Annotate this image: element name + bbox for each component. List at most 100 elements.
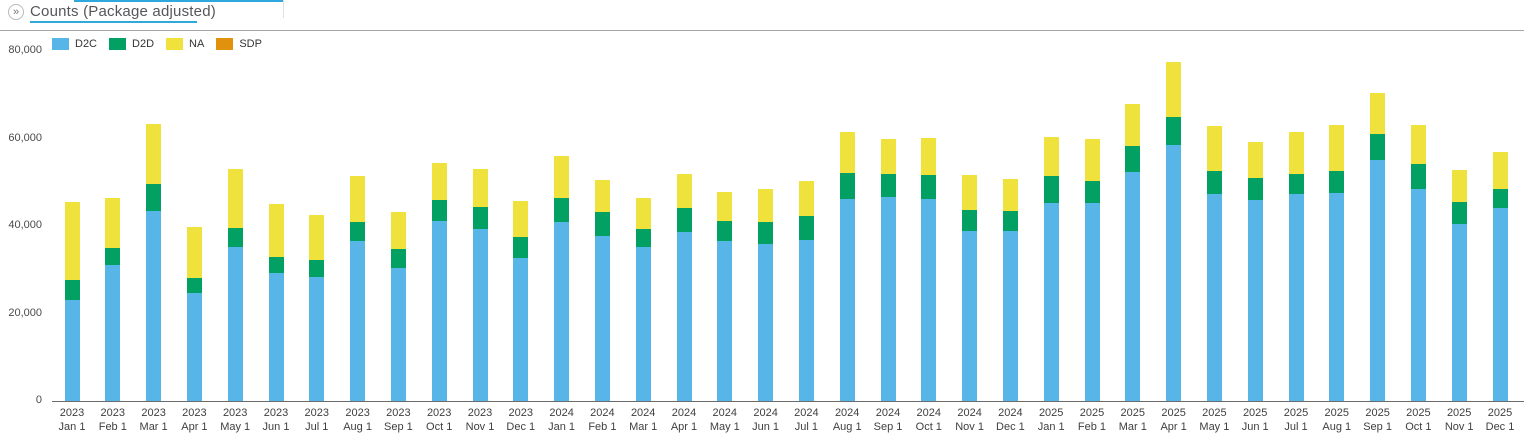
bar-segment-na-2025-nov1[interactable] <box>1451 170 1467 202</box>
bar-segment-na-2024-oct1[interactable] <box>921 138 937 175</box>
bar-segment-d2c-2023-sep1[interactable] <box>390 268 406 401</box>
bar-segment-d2d-2025-aug1[interactable] <box>1329 171 1345 193</box>
bar-segment-na-2023-mar1[interactable] <box>146 124 162 184</box>
bar-segment-d2c-2024-mar1[interactable] <box>635 247 651 401</box>
bar-segment-d2d-2025-jan1[interactable] <box>1043 176 1059 203</box>
bar-segment-d2d-2024-aug1[interactable] <box>839 173 855 199</box>
bar-segment-d2d-2025-feb1[interactable] <box>1084 180 1100 204</box>
bar-segment-na-2025-oct1[interactable] <box>1410 124 1426 165</box>
bar-segment-na-2023-aug1[interactable] <box>350 175 366 222</box>
bar-segment-d2c-2025-feb1[interactable] <box>1084 203 1100 401</box>
bar-segment-d2d-2024-oct1[interactable] <box>921 174 937 199</box>
bar-segment-d2c-2025-dec1[interactable] <box>1492 208 1508 401</box>
bar-segment-d2c-2025-sep1[interactable] <box>1370 160 1386 401</box>
bar-segment-d2c-2025-oct1[interactable] <box>1410 189 1426 401</box>
bar-segment-d2d-2023-dec1[interactable] <box>513 236 529 258</box>
bar-segment-d2c-2025-nov1[interactable] <box>1451 223 1467 401</box>
bar-segment-d2c-2023-jun1[interactable] <box>268 273 284 401</box>
bar-segment-na-2023-sep1[interactable] <box>390 212 406 250</box>
legend-item-sdp[interactable]: SDP <box>216 38 262 50</box>
bar-segment-d2d-2024-jan1[interactable] <box>554 198 570 223</box>
bar-segment-d2d-2023-sep1[interactable] <box>390 249 406 269</box>
bar-segment-na-2025-jan1[interactable] <box>1043 136 1059 177</box>
bar-segment-na-2023-jul1[interactable] <box>309 214 325 261</box>
bar-segment-d2c-2024-feb1[interactable] <box>594 235 610 401</box>
bar-segment-d2d-2023-feb1[interactable] <box>105 248 121 266</box>
bar-segment-na-2025-jul1[interactable] <box>1288 132 1304 174</box>
bar-segment-d2d-2024-may1[interactable] <box>717 221 733 241</box>
bar-segment-d2c-2024-aug1[interactable] <box>839 198 855 401</box>
bar-segment-d2c-2025-mar1[interactable] <box>1125 172 1141 401</box>
bar-segment-na-2024-may1[interactable] <box>717 191 733 222</box>
bar-segment-na-2025-dec1[interactable] <box>1492 151 1508 190</box>
bar-segment-d2c-2023-may1[interactable] <box>227 247 243 401</box>
bar-segment-d2d-2025-oct1[interactable] <box>1410 164 1426 190</box>
bar-segment-na-2025-may1[interactable] <box>1206 126 1222 172</box>
bar-segment-d2c-2023-mar1[interactable] <box>146 211 162 401</box>
bar-segment-d2c-2024-jul1[interactable] <box>798 240 814 401</box>
bar-segment-d2c-2024-apr1[interactable] <box>676 232 692 401</box>
bar-segment-na-2024-sep1[interactable] <box>880 138 896 174</box>
bar-segment-d2c-2023-feb1[interactable] <box>105 265 121 401</box>
bar-segment-na-2025-jun1[interactable] <box>1247 142 1263 178</box>
bar-segment-na-2023-jun1[interactable] <box>268 204 284 257</box>
bar-segment-d2c-2025-jun1[interactable] <box>1247 199 1263 401</box>
bar-segment-d2d-2023-apr1[interactable] <box>186 277 202 293</box>
bar-segment-na-2025-sep1[interactable] <box>1370 93 1386 134</box>
bar-segment-na-2023-nov1[interactable] <box>472 168 488 208</box>
bar-segment-na-2024-feb1[interactable] <box>594 180 610 212</box>
bar-segment-d2d-2023-jul1[interactable] <box>309 260 325 277</box>
bar-segment-d2c-2025-jan1[interactable] <box>1043 202 1059 401</box>
bar-segment-d2c-2025-aug1[interactable] <box>1329 192 1345 401</box>
bar-segment-d2c-2023-oct1[interactable] <box>431 220 447 401</box>
bar-segment-na-2024-aug1[interactable] <box>839 131 855 174</box>
bar-segment-na-2023-jan1[interactable] <box>64 201 80 280</box>
bar-segment-d2d-2024-nov1[interactable] <box>962 209 978 232</box>
page-title[interactable]: Counts (Package adjusted) <box>30 3 216 20</box>
bar-segment-na-2023-dec1[interactable] <box>513 200 529 237</box>
bar-segment-d2d-2025-mar1[interactable] <box>1125 145 1141 173</box>
bar-segment-na-2023-apr1[interactable] <box>186 227 202 278</box>
bar-segment-d2c-2024-may1[interactable] <box>717 240 733 401</box>
bar-segment-d2c-2024-sep1[interactable] <box>880 197 896 401</box>
bar-segment-d2d-2025-jul1[interactable] <box>1288 173 1304 194</box>
legend-item-na[interactable]: NA <box>166 38 204 50</box>
bar-segment-d2c-2025-jul1[interactable] <box>1288 193 1304 401</box>
bar-segment-d2d-2025-apr1[interactable] <box>1166 116 1182 145</box>
bar-segment-na-2024-apr1[interactable] <box>676 174 692 209</box>
bar-segment-na-2024-mar1[interactable] <box>635 198 651 229</box>
bar-segment-d2d-2023-may1[interactable] <box>227 228 243 247</box>
bar-segment-d2d-2024-sep1[interactable] <box>880 173 896 198</box>
bar-segment-d2c-2025-may1[interactable] <box>1206 193 1222 401</box>
legend-item-d2c[interactable]: D2C <box>52 38 97 50</box>
bar-segment-d2d-2024-dec1[interactable] <box>1002 210 1018 232</box>
bar-segment-d2d-2023-aug1[interactable] <box>350 221 366 241</box>
bar-segment-d2d-2025-sep1[interactable] <box>1370 133 1386 161</box>
bar-segment-na-2025-mar1[interactable] <box>1125 103 1141 146</box>
bar-segment-d2d-2024-mar1[interactable] <box>635 228 651 248</box>
bar-segment-d2d-2023-jun1[interactable] <box>268 256 284 274</box>
bar-segment-d2d-2023-oct1[interactable] <box>431 199 447 221</box>
bar-segment-d2c-2024-jun1[interactable] <box>758 244 774 401</box>
bar-segment-d2d-2024-feb1[interactable] <box>594 212 610 236</box>
bar-segment-d2d-2025-jun1[interactable] <box>1247 177 1263 200</box>
bar-segment-d2d-2025-nov1[interactable] <box>1451 201 1467 224</box>
bar-segment-na-2025-aug1[interactable] <box>1329 124 1345 172</box>
bar-segment-d2d-2023-jan1[interactable] <box>64 279 80 301</box>
bar-segment-na-2024-nov1[interactable] <box>962 174 978 210</box>
legend-item-d2d[interactable]: D2D <box>109 38 154 50</box>
bar-segment-na-2023-may1[interactable] <box>227 169 243 229</box>
bar-segment-na-2024-dec1[interactable] <box>1002 178 1018 211</box>
bar-segment-d2c-2025-apr1[interactable] <box>1166 144 1182 401</box>
bar-segment-d2d-2023-mar1[interactable] <box>146 183 162 212</box>
bar-segment-d2d-2025-may1[interactable] <box>1206 171 1222 194</box>
bar-segment-na-2024-jan1[interactable] <box>554 156 570 198</box>
bar-segment-d2d-2024-jun1[interactable] <box>758 221 774 245</box>
bar-segment-d2c-2024-nov1[interactable] <box>962 231 978 401</box>
bar-segment-d2c-2024-dec1[interactable] <box>1002 231 1018 401</box>
bar-segment-na-2024-jul1[interactable] <box>798 180 814 217</box>
bar-segment-d2d-2025-dec1[interactable] <box>1492 189 1508 209</box>
bar-segment-d2c-2024-jan1[interactable] <box>554 222 570 401</box>
bar-segment-na-2025-apr1[interactable] <box>1166 61 1182 117</box>
bar-segment-na-2023-oct1[interactable] <box>431 163 447 200</box>
